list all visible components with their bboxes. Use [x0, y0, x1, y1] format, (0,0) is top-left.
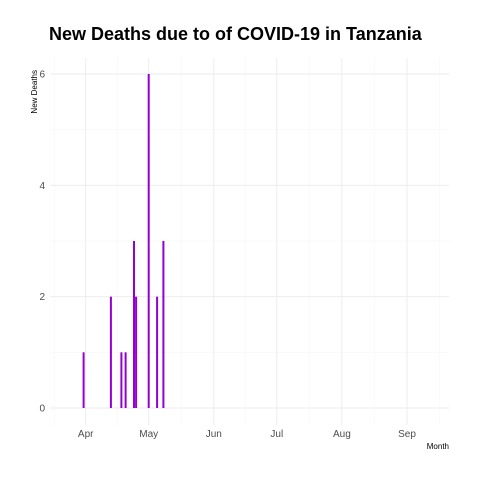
- bar: [162, 241, 165, 408]
- bar: [124, 352, 127, 408]
- x-tick-label: May: [139, 429, 158, 440]
- bar: [109, 296, 112, 408]
- x-axis-title: Month: [427, 442, 449, 451]
- bar: [135, 296, 138, 408]
- bar: [82, 352, 85, 408]
- tick-layer: 0 2 4 6 Apr May Jun Jul Aug Sep: [39, 70, 416, 441]
- y-axis-title: New Deaths: [30, 70, 39, 114]
- y-tick-label: 2: [39, 292, 45, 303]
- bar: [120, 352, 123, 408]
- bar: [156, 296, 159, 408]
- x-tick-label: Jun: [206, 429, 222, 440]
- bar: [133, 241, 135, 408]
- y-tick-label: 6: [39, 70, 45, 81]
- x-tick-label: Aug: [333, 429, 351, 440]
- x-tick-label: Apr: [78, 429, 94, 440]
- bar: [147, 74, 150, 408]
- grid-layer: [50, 58, 449, 425]
- y-tick-label: 4: [39, 181, 45, 192]
- chart-title: New Deaths due to of COVID-19 in Tanzani…: [49, 24, 422, 44]
- x-tick-label: Jul: [270, 429, 283, 440]
- x-tick-label: Sep: [398, 429, 416, 440]
- y-tick-label: 0: [39, 404, 45, 415]
- bar-layer: [82, 74, 165, 408]
